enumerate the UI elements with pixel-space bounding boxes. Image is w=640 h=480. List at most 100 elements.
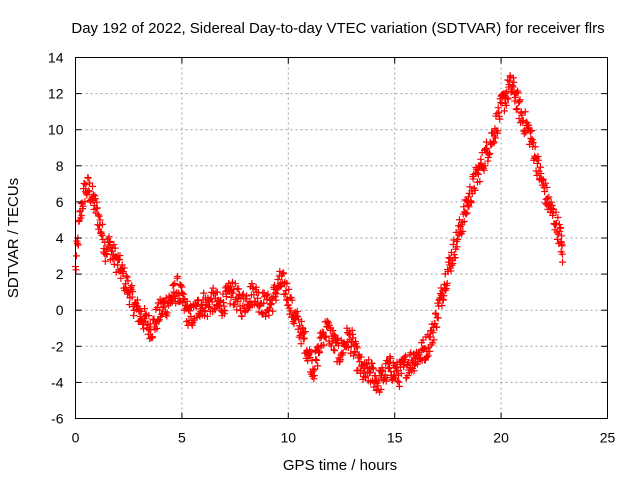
data-point <box>534 160 542 168</box>
data-point <box>353 344 361 352</box>
data-point <box>480 166 488 174</box>
data-point <box>515 99 523 107</box>
x-tick-label: 10 <box>281 430 297 446</box>
data-point <box>155 316 163 324</box>
data-point <box>222 293 230 301</box>
data-point <box>122 272 130 280</box>
data-point <box>534 156 542 164</box>
data-point <box>424 352 432 360</box>
data-point <box>512 106 520 114</box>
data-point <box>103 250 111 258</box>
data-point <box>429 339 437 347</box>
data-point <box>141 305 149 313</box>
data-point <box>316 348 324 356</box>
data-point <box>559 258 567 266</box>
data-point <box>331 347 339 355</box>
data-point <box>313 356 321 364</box>
data-point <box>379 366 387 374</box>
data-point <box>463 209 471 217</box>
data-point <box>314 362 322 370</box>
x-tick-label: 15 <box>387 430 403 446</box>
data-point <box>454 236 462 244</box>
data-point <box>146 320 154 328</box>
data-point <box>357 353 365 361</box>
data-point <box>362 372 370 380</box>
data-point <box>377 386 385 394</box>
data-point <box>327 342 335 350</box>
data-point <box>96 216 104 224</box>
y-tick-label: 4 <box>56 230 64 246</box>
data-point <box>287 307 295 315</box>
data-point <box>542 179 550 187</box>
data-point <box>93 204 101 212</box>
data-point <box>351 349 359 357</box>
data-point <box>319 329 327 337</box>
data-point <box>238 312 246 320</box>
data-point <box>481 162 489 170</box>
data-point <box>285 285 293 293</box>
data-point <box>404 372 412 380</box>
data-point <box>504 95 512 103</box>
data-point <box>124 277 132 285</box>
data-point <box>453 243 461 251</box>
data-point <box>541 188 549 196</box>
data-point <box>248 280 256 288</box>
data-point <box>171 280 179 288</box>
data-point <box>496 115 504 123</box>
data-point <box>264 290 272 298</box>
data-point <box>443 279 451 287</box>
data-point <box>233 306 241 314</box>
data-point <box>466 183 474 191</box>
data-point <box>491 134 499 142</box>
x-tick-label: 5 <box>178 430 186 446</box>
data-point <box>133 296 141 304</box>
y-axis-label: SDTVAR / TECUs <box>5 178 22 298</box>
data-point <box>229 289 237 297</box>
data-point <box>476 178 484 186</box>
chart-title: Day 192 of 2022, Sidereal Day-to-day VTE… <box>71 20 604 37</box>
data-point <box>386 354 394 362</box>
data-point <box>288 296 296 304</box>
data-point <box>500 107 508 115</box>
data-point <box>518 111 526 119</box>
data-point <box>111 244 119 252</box>
data-point <box>294 313 302 321</box>
data-point <box>180 290 188 298</box>
data-point <box>541 199 549 207</box>
data-point <box>178 283 186 291</box>
y-tick-label: -4 <box>51 374 64 390</box>
data-point <box>140 325 148 333</box>
data-point <box>227 293 235 301</box>
data-point <box>462 210 470 218</box>
data-point <box>334 341 342 349</box>
data-point <box>95 212 103 220</box>
data-point <box>467 199 475 207</box>
data-point <box>176 298 184 306</box>
data-point <box>153 324 161 332</box>
data-point <box>552 208 560 216</box>
data-point <box>322 333 330 341</box>
x-tick-label: 25 <box>600 430 616 446</box>
data-point <box>128 282 136 290</box>
y-tick-label: 10 <box>48 122 64 138</box>
data-point <box>554 213 562 221</box>
data-point <box>502 101 510 109</box>
data-point <box>464 193 472 201</box>
y-tick-label: -2 <box>51 338 64 354</box>
data-point <box>460 217 468 225</box>
data-point <box>238 291 246 299</box>
data-point <box>72 252 80 260</box>
data-point <box>431 320 439 328</box>
y-tick-label: 8 <box>56 158 64 174</box>
data-layer <box>72 72 567 396</box>
data-point <box>441 285 449 293</box>
data-point <box>526 127 534 135</box>
data-point <box>283 280 291 288</box>
data-point <box>211 306 219 314</box>
data-point <box>79 202 87 210</box>
data-point <box>510 78 518 86</box>
data-point <box>536 163 544 171</box>
data-point <box>430 336 438 344</box>
data-point <box>503 94 511 102</box>
data-point <box>516 96 524 104</box>
